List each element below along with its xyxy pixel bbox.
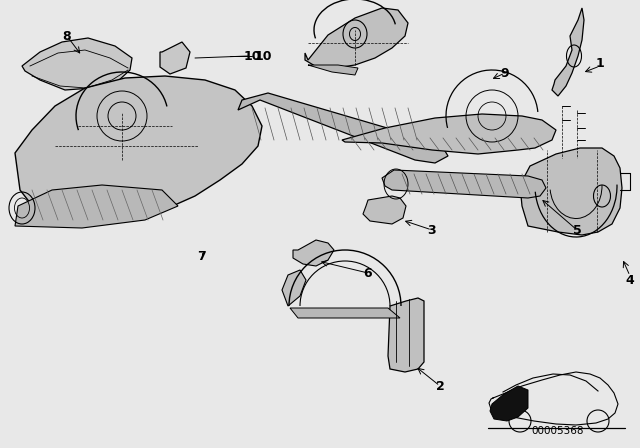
Polygon shape	[293, 240, 334, 266]
Text: 3: 3	[428, 224, 436, 237]
Text: 9: 9	[500, 66, 509, 79]
Polygon shape	[520, 148, 622, 235]
Text: 10: 10	[243, 49, 260, 63]
Polygon shape	[363, 196, 406, 224]
Polygon shape	[160, 42, 190, 74]
Text: 6: 6	[364, 267, 372, 280]
Polygon shape	[552, 8, 584, 96]
Text: 8: 8	[63, 30, 71, 43]
Text: 10: 10	[255, 49, 273, 63]
Polygon shape	[15, 76, 262, 226]
Polygon shape	[388, 298, 424, 372]
Polygon shape	[305, 8, 408, 68]
Polygon shape	[22, 38, 132, 90]
Polygon shape	[290, 308, 400, 318]
Polygon shape	[382, 170, 546, 198]
Polygon shape	[490, 386, 528, 421]
Text: 2: 2	[436, 379, 444, 392]
Text: 7: 7	[198, 250, 206, 263]
Polygon shape	[342, 114, 556, 154]
Text: 5: 5	[573, 224, 581, 237]
Text: 1: 1	[596, 56, 604, 69]
Polygon shape	[282, 270, 306, 306]
Polygon shape	[238, 93, 448, 163]
Text: 4: 4	[626, 273, 634, 287]
Polygon shape	[15, 185, 178, 228]
Text: 00005368: 00005368	[532, 426, 584, 436]
Polygon shape	[308, 65, 358, 75]
